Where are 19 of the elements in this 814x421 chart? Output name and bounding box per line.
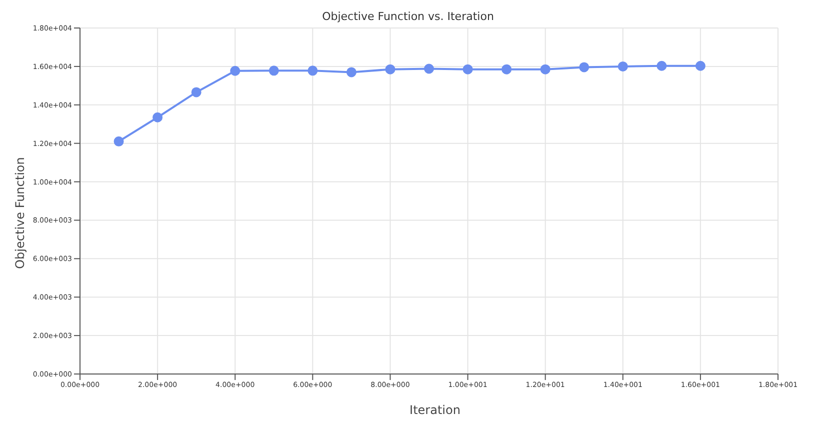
chart-title: Objective Function vs. Iteration xyxy=(321,10,495,23)
x-axis-title: Iteration xyxy=(408,403,462,417)
point xyxy=(462,64,473,74)
point xyxy=(695,60,706,71)
point xyxy=(268,66,279,76)
point xyxy=(230,66,240,76)
point xyxy=(114,136,124,146)
point xyxy=(152,112,163,122)
point xyxy=(502,64,512,74)
point xyxy=(540,64,550,74)
point xyxy=(579,62,590,72)
point xyxy=(385,64,396,74)
point xyxy=(618,61,628,72)
point xyxy=(191,87,202,98)
y-axis-title: Objective Function xyxy=(13,157,28,269)
point xyxy=(424,64,434,74)
point xyxy=(656,60,667,71)
point xyxy=(308,66,318,76)
point xyxy=(346,67,356,78)
